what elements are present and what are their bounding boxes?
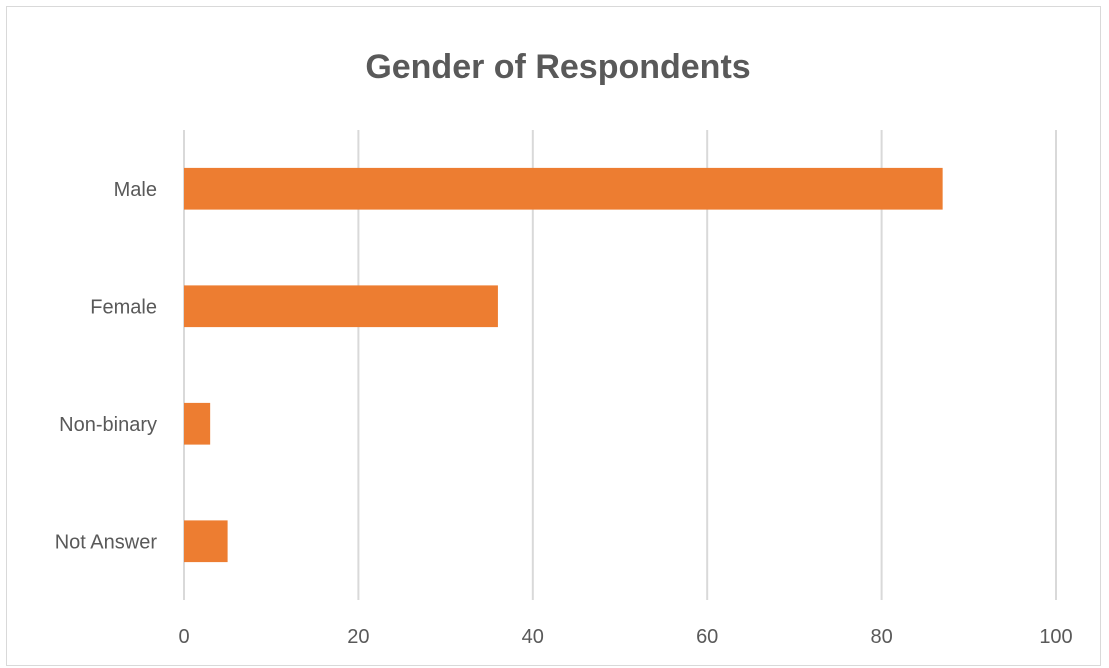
category-label: Female xyxy=(90,296,157,318)
x-tick-label: 20 xyxy=(347,626,369,648)
category-label: Non-binary xyxy=(59,414,157,436)
category-label: Male xyxy=(114,179,157,201)
bar xyxy=(184,285,498,328)
category-labels: Male Female Non-binary Not Answer xyxy=(55,179,158,554)
bars xyxy=(184,167,943,563)
category-label: Not Answer xyxy=(55,531,158,553)
x-tick-label: 60 xyxy=(696,626,718,648)
x-tick-label: 100 xyxy=(1039,626,1072,648)
x-tick-labels: 0 20 40 60 80 100 xyxy=(178,626,1072,648)
x-tick-label: 40 xyxy=(522,626,544,648)
bar xyxy=(184,402,211,445)
x-tick-label: 80 xyxy=(870,626,892,648)
x-tick-label: 0 xyxy=(178,626,189,648)
chart-title: Gender of Respondents xyxy=(365,48,750,86)
bar xyxy=(184,167,943,210)
bar xyxy=(184,520,228,563)
